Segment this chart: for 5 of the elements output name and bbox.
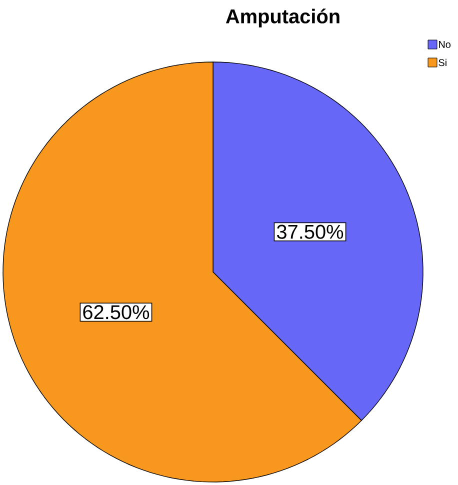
- legend-label: Si: [438, 58, 446, 66]
- data-label: 62.50%: [83, 305, 150, 320]
- legend-label: No: [439, 41, 451, 48]
- chart-title: Amputación: [226, 8, 340, 28]
- data-label: 37.50%: [276, 224, 344, 239]
